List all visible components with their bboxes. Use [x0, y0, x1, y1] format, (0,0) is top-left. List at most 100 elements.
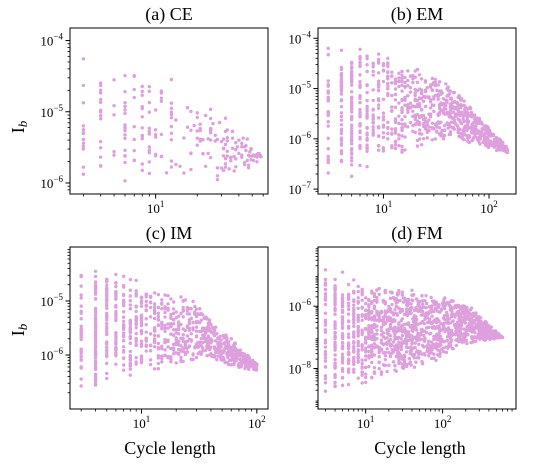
data-point: [357, 307, 360, 310]
data-point: [247, 163, 250, 166]
data-point: [163, 330, 166, 333]
data-point: [380, 370, 383, 373]
data-point: [172, 322, 175, 325]
data-point: [434, 78, 437, 81]
data-point: [372, 73, 375, 76]
data-point: [472, 329, 475, 332]
data-point: [99, 155, 102, 158]
data-point: [400, 148, 403, 151]
data-point: [466, 136, 469, 139]
data-point: [135, 305, 138, 308]
data-point: [417, 350, 420, 353]
data-point: [386, 75, 389, 78]
data-point: [145, 339, 148, 342]
data-point: [405, 307, 408, 310]
data-point: [333, 301, 336, 304]
data-point: [179, 337, 182, 340]
data-point: [79, 352, 82, 355]
data-point: [122, 325, 125, 328]
data-point: [105, 372, 108, 375]
data-point: [472, 137, 475, 140]
data-point: [403, 115, 406, 118]
data-point: [178, 165, 181, 168]
data-point: [397, 122, 400, 125]
data-point: [404, 341, 407, 344]
data-point: [179, 295, 182, 298]
data-point: [94, 307, 97, 310]
data-point: [175, 331, 178, 334]
data-point: [333, 384, 336, 387]
data-point: [409, 86, 412, 89]
data-point: [406, 125, 409, 128]
data-point: [364, 381, 367, 384]
data-point: [475, 323, 478, 326]
data-point: [195, 325, 198, 328]
data-point: [458, 319, 461, 322]
data-point: [238, 365, 241, 368]
data-point: [169, 297, 172, 300]
data-point: [357, 344, 360, 347]
data-point: [198, 344, 201, 347]
data-point: [350, 77, 353, 80]
data-point: [417, 343, 420, 346]
data-point: [195, 329, 198, 332]
data-point: [397, 306, 400, 309]
data-point: [163, 324, 166, 327]
data-point: [157, 342, 160, 345]
data-point: [157, 318, 160, 321]
data-point: [350, 90, 353, 93]
data-point: [347, 359, 350, 362]
data-point: [153, 312, 156, 315]
data-point: [324, 374, 327, 377]
data-point: [432, 320, 435, 323]
data-point: [465, 129, 468, 132]
data-point: [341, 270, 344, 273]
data-point: [160, 307, 163, 310]
data-point: [211, 122, 214, 125]
data-point: [182, 327, 185, 330]
data-point: [406, 69, 409, 72]
data-point: [394, 87, 397, 90]
data-point: [450, 116, 453, 119]
data-point: [207, 137, 210, 140]
data-point: [454, 115, 457, 118]
data-point: [352, 350, 355, 353]
data-point: [231, 136, 234, 139]
data-point: [397, 144, 400, 147]
data-point: [172, 328, 175, 331]
data-point: [400, 348, 403, 351]
data-point: [209, 156, 212, 159]
data-point: [99, 164, 102, 167]
data-point: [135, 310, 138, 313]
data-point: [422, 338, 425, 341]
data-point: [365, 99, 368, 102]
data-point: [186, 340, 189, 343]
data-point: [347, 333, 350, 336]
data-point: [370, 302, 373, 305]
data-point: [372, 65, 375, 68]
data-point: [390, 81, 393, 84]
data-point: [397, 72, 400, 75]
data-point: [360, 331, 363, 334]
data-point: [172, 300, 175, 303]
data-point: [333, 381, 336, 384]
data-point: [418, 300, 421, 303]
data-point: [188, 321, 191, 324]
data-point: [377, 144, 380, 147]
data-point: [409, 306, 412, 309]
data-point: [327, 97, 330, 100]
data-point: [393, 308, 396, 311]
data-point: [324, 331, 327, 334]
data-point: [360, 358, 363, 361]
data-point: [436, 348, 439, 351]
data-point: [445, 99, 448, 102]
data-point: [82, 173, 85, 176]
data-point: [400, 74, 403, 77]
data-point: [393, 332, 396, 335]
data-point: [466, 107, 469, 110]
y-tick-label: 10−6: [40, 346, 63, 363]
data-point: [352, 325, 355, 328]
data-point: [94, 319, 97, 322]
data-point: [190, 358, 193, 361]
data-point: [122, 335, 125, 338]
